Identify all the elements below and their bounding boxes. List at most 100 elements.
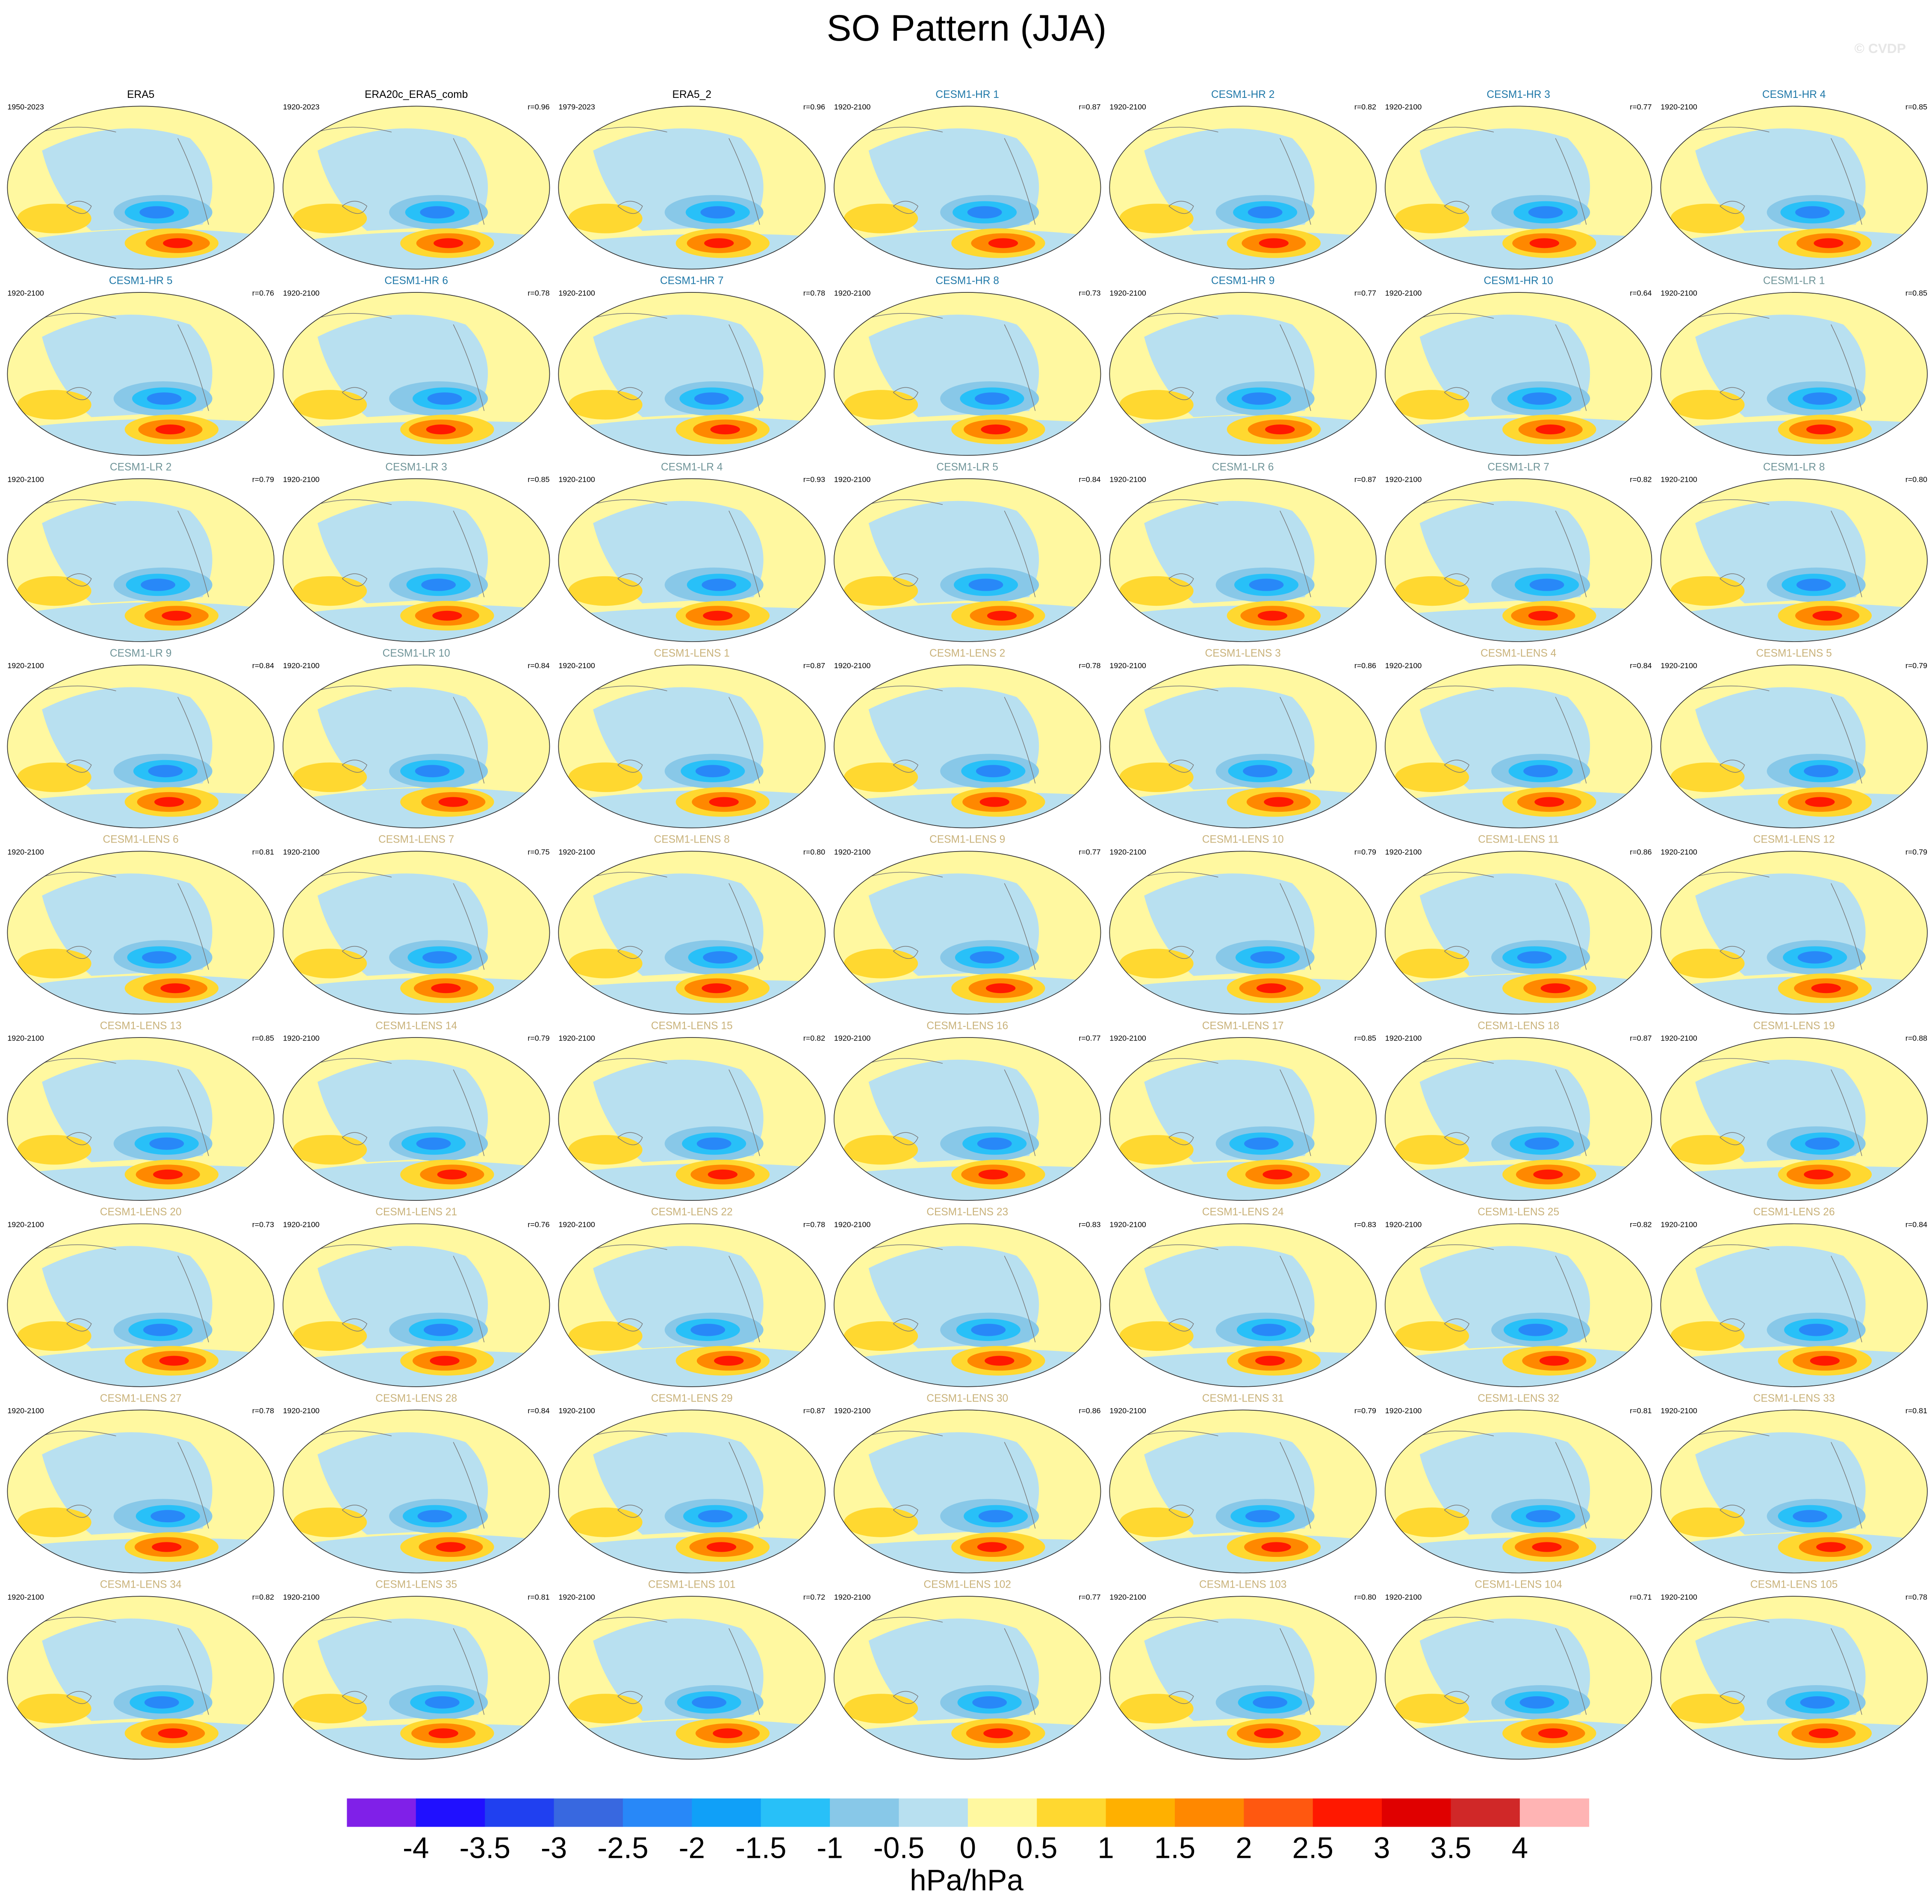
map [283,292,550,456]
map-border [833,478,1101,642]
map-shading [568,1135,643,1165]
panel-name: CESM1-HR 3 [1487,89,1550,100]
map [1661,1037,1928,1201]
panel-name: CESM1-LENS 16 [926,1020,1008,1032]
panel-r: r=0.82 [1630,1220,1652,1229]
map-shading [844,949,918,979]
map [1661,106,1928,269]
map-shading [1119,1694,1194,1724]
panel-r: r=0.86 [1630,848,1652,856]
map-shading [436,1542,466,1552]
map [283,1223,550,1387]
map-border [282,1409,550,1574]
panel-name: CESM1-LENS 23 [926,1206,1008,1218]
map-shading [1251,1323,1286,1336]
colorbar-label: -1 [817,1831,843,1865]
panel-period: 1920-2100 [558,289,595,298]
panel-name: CESM1-LR 8 [1763,461,1825,473]
map [1109,1223,1377,1387]
panel-name: CESM1-LR 5 [936,461,998,473]
map-border [282,1223,550,1387]
map-shading [1796,578,1831,591]
panel-r: r=0.78 [1079,661,1100,670]
panel-r: r=0.77 [1630,103,1652,111]
map-shading [292,1507,367,1537]
colorbar-label: 1 [1097,1831,1114,1865]
panel-name: CESM1-LENS 17 [1202,1020,1284,1032]
map-shading [698,1510,733,1523]
panel-name: CESM1-LENS 19 [1753,1020,1835,1032]
map-shading [1395,1694,1469,1724]
map-shading [17,1135,91,1165]
map [1109,851,1377,1014]
map-shading [844,390,918,420]
map-shading [970,951,1005,964]
map-shading [1253,1696,1288,1709]
map [1109,1410,1377,1573]
map-shading [844,762,918,792]
map-shading [1249,578,1284,591]
map-border [558,292,826,456]
map [558,665,826,828]
map [558,106,826,269]
map [558,1410,826,1573]
panel-name: CESM1-HR 1 [935,89,999,100]
panel-name: CESM1-LR 2 [110,461,172,473]
panel-period: 1920-2100 [1385,848,1422,856]
map-border [833,1596,1101,1760]
map [7,478,274,642]
panel-r: r=0.96 [803,103,825,111]
map-shading [153,1169,183,1180]
panel-period: 1920-2100 [834,661,871,670]
map [1109,665,1377,828]
map-shading [1256,983,1286,993]
map [283,1410,550,1573]
map [834,1410,1101,1573]
map-border [1660,851,1928,1015]
panel-r: r=0.87 [803,1406,825,1415]
panel-name: CESM1-HR 4 [1762,89,1826,100]
panel-name: CESM1-LENS 13 [100,1020,182,1032]
map-border [833,1223,1101,1387]
map-shading [1528,610,1558,621]
map-border [1109,1409,1377,1574]
panel-period: 1920-2100 [1109,1034,1146,1043]
map-border [282,851,550,1015]
map-border [558,664,826,828]
panel-period: 1920-2100 [1661,1406,1697,1415]
colorbar-box [1519,1798,1590,1827]
colorbar-label: 0 [960,1831,976,1865]
panel-name: CESM1-LR 3 [385,461,447,473]
map-shading [1539,1356,1569,1366]
map [1109,106,1377,269]
panel-r: r=0.85 [1905,289,1927,298]
panel-name: CESM1-LENS 22 [651,1206,733,1218]
colorbar-box [416,1798,486,1827]
panel-period: 1920-2100 [1109,661,1146,670]
map-shading [1536,424,1566,435]
colorbar-label: 3.5 [1430,1831,1471,1865]
map-shading [1670,1135,1745,1165]
panel-period: 1920-2100 [1661,661,1697,670]
map-shading [1534,797,1564,807]
map-shading [1242,392,1277,405]
colorbar-unit: hPa/hPa [910,1863,1024,1897]
colorbar-box [692,1798,761,1827]
panel-period: 1920-2100 [834,475,871,483]
map-shading [431,983,461,993]
map [1385,1596,1652,1760]
map-shading [708,1169,738,1180]
map-shading [1259,238,1289,248]
panel-r: r=0.78 [1905,1593,1927,1601]
panel-name: ERA5_2 [672,89,711,100]
colorbar-label: -4 [403,1831,429,1865]
map-shading [424,1323,458,1336]
map-shading [985,983,1016,993]
panel-r: r=0.82 [1630,475,1652,483]
map-border [7,1223,274,1387]
map-shading [1243,765,1278,778]
map-shading [703,951,738,964]
map-shading [154,797,184,807]
panel-name: CESM1-LENS 8 [654,834,730,846]
colorbar-box [1174,1798,1245,1827]
